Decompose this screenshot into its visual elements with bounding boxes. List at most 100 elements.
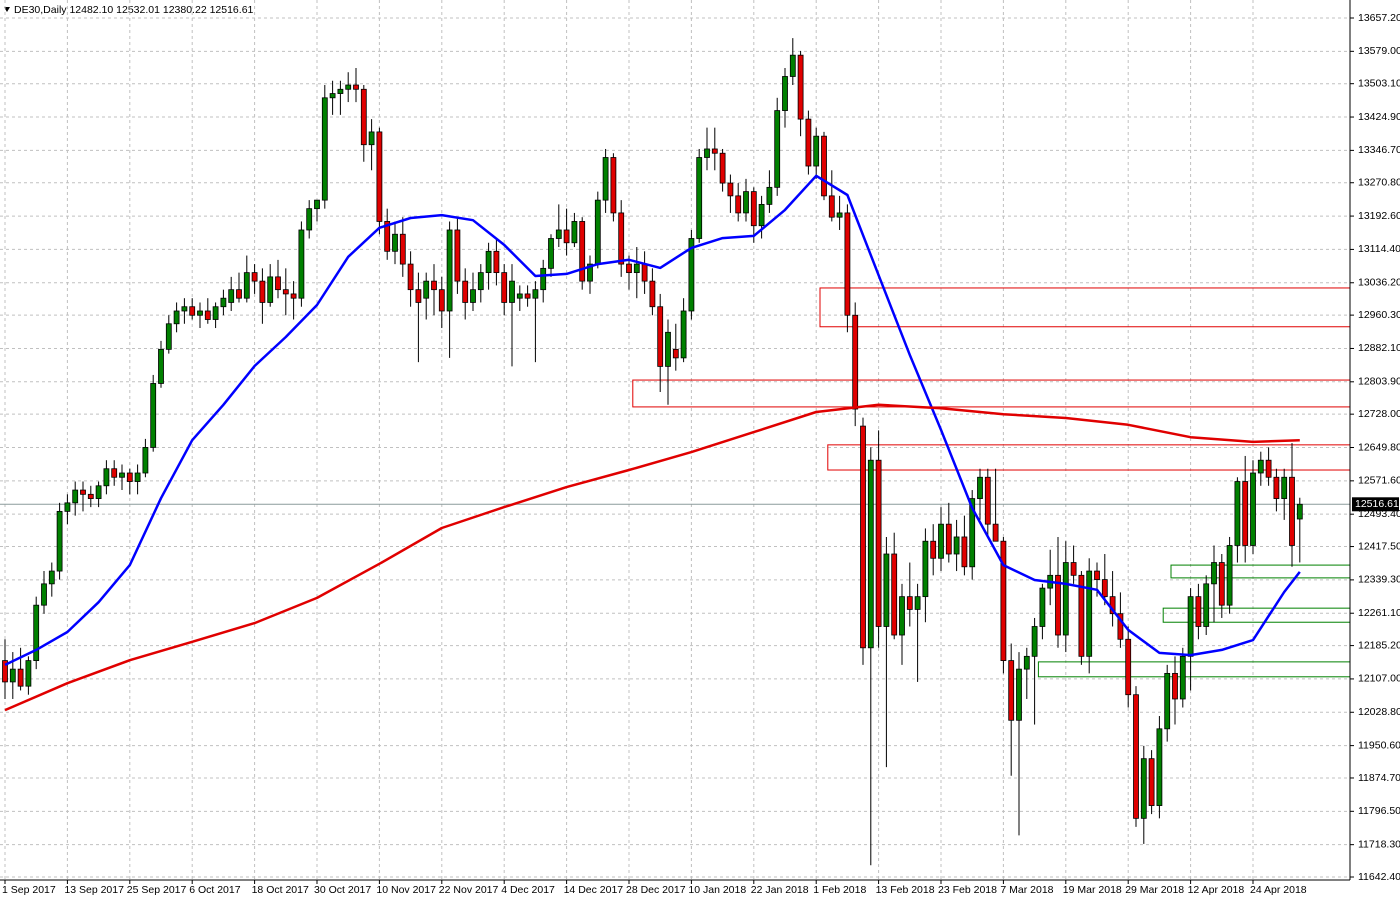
candle-body [314, 199, 320, 210]
candle-body [1094, 570, 1100, 580]
candle-body [438, 289, 445, 312]
candle-body [1062, 562, 1069, 636]
candle-body [579, 221, 586, 282]
candle-body [392, 233, 398, 252]
y-tick-label: 12728.00 [1358, 408, 1400, 420]
candle-body [446, 229, 453, 312]
x-tick-label: 6 Oct 2017 [189, 884, 241, 896]
candle-body [1250, 472, 1256, 546]
candle-body [376, 131, 383, 222]
y-tick-label: 13657.20 [1358, 12, 1400, 24]
candle-body [243, 272, 250, 299]
candle-body [1179, 655, 1186, 700]
candle-body [80, 489, 86, 495]
candle-body [696, 157, 703, 239]
y-tick-label: 11796.50 [1358, 805, 1400, 817]
candle-body [212, 306, 219, 320]
candle-body [95, 485, 102, 499]
y-tick-label: 12107.00 [1358, 673, 1400, 685]
candle-body [1296, 503, 1303, 520]
y-tick-label: 12803.90 [1358, 376, 1400, 388]
candle-body [1242, 481, 1249, 546]
x-tick-label: 4 Dec 2017 [501, 884, 555, 896]
x-tick-label: 1 Feb 2018 [813, 884, 866, 896]
candle-body [1187, 596, 1194, 657]
candle-body [1070, 562, 1077, 576]
candle-body [1281, 476, 1288, 499]
candle-body [797, 54, 804, 120]
candle-body [836, 212, 843, 218]
candle-body [688, 238, 695, 312]
candle-body [119, 472, 125, 478]
candle-body [1140, 758, 1147, 819]
candle-body [165, 323, 172, 350]
candle-body [477, 272, 484, 291]
y-tick-label: 13424.90 [1358, 111, 1400, 123]
y-tick-label: 11718.30 [1358, 838, 1400, 850]
y-tick-label: 13270.80 [1358, 177, 1400, 189]
candle-body [1039, 587, 1046, 627]
candle-body [111, 468, 118, 478]
candle-body [641, 263, 648, 282]
candle-body [704, 148, 710, 158]
price-label: 12516.61 [1355, 498, 1399, 510]
y-tick-label: 12571.60 [1358, 475, 1400, 487]
candle-body [945, 523, 952, 555]
candle-body [1234, 481, 1241, 546]
x-tick-label: 10 Jan 2018 [688, 884, 746, 896]
candle-body [282, 289, 289, 295]
candle-body [509, 280, 515, 303]
candle-body [672, 348, 679, 359]
candle-body [251, 272, 258, 282]
candle-body [532, 289, 539, 299]
x-tick-label: 25 Sep 2017 [127, 884, 187, 896]
candle-body [867, 459, 874, 649]
candle-body [1218, 562, 1225, 606]
candle-body [337, 88, 344, 94]
candle-body [399, 233, 406, 265]
candle-body [41, 583, 47, 606]
candle-body [290, 293, 297, 299]
candle-body [953, 536, 960, 555]
candle-body [977, 476, 983, 499]
candle-body [17, 668, 24, 687]
candle-body [1055, 574, 1061, 636]
candle-body [204, 310, 211, 320]
candle-body [1078, 574, 1085, 657]
candle-body [329, 93, 336, 99]
moving-average [4, 403, 1300, 712]
y-tick-label: 12185.20 [1358, 639, 1400, 651]
candle-body [1008, 660, 1015, 721]
y-tick-label: 12960.30 [1358, 309, 1400, 321]
y-tick-label: 13346.70 [1358, 144, 1400, 156]
candle-body [938, 523, 944, 559]
candle-body [1203, 583, 1210, 627]
x-tick-label: 10 Nov 2017 [376, 884, 436, 896]
candle-body [1117, 613, 1124, 640]
candle-body [813, 135, 820, 167]
candle-body [735, 195, 742, 214]
candle-body [2, 660, 8, 683]
candle-body [1265, 459, 1272, 478]
candle-body [126, 472, 133, 482]
candle-body [56, 510, 63, 572]
price-label-box [1352, 497, 1399, 512]
candle-body [1016, 668, 1022, 721]
candle-body [875, 459, 882, 627]
x-tick-label: 12 Apr 2018 [1188, 884, 1245, 896]
candle-body [774, 110, 781, 188]
candle-body [1086, 570, 1093, 657]
candle-body [665, 331, 671, 367]
y-tick-label: 13114.40 [1358, 243, 1400, 255]
candle-body [501, 272, 508, 303]
candle-body [618, 212, 625, 265]
candle-body [821, 135, 827, 197]
candle-body [766, 186, 773, 205]
candle-body [961, 536, 968, 568]
candle-body [1172, 672, 1178, 700]
candle-body [563, 229, 570, 244]
candle-body [321, 97, 328, 201]
candle-body [610, 157, 617, 214]
candle-body [493, 250, 500, 274]
